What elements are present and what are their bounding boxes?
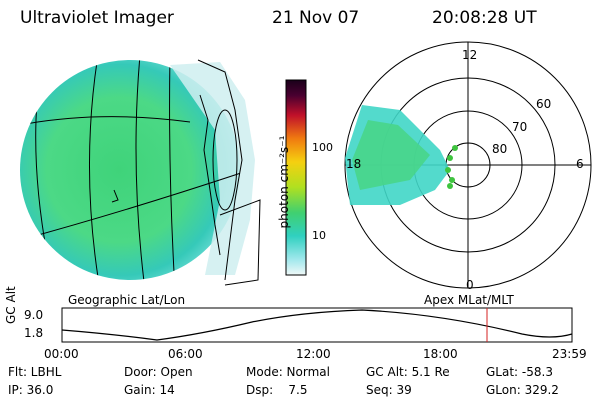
time-tick-0600: 06:00 bbox=[168, 347, 203, 361]
lat-line bbox=[20, 169, 240, 241]
mlt-label-12: 12 bbox=[462, 48, 478, 62]
glat-status: GLat: -58.3 bbox=[486, 365, 553, 379]
coastline bbox=[197, 59, 243, 281]
dsp-status: Dsp: 7.5 bbox=[246, 383, 308, 397]
time-label: 20:08:28 UT bbox=[432, 8, 537, 28]
coastline bbox=[212, 109, 238, 211]
time-tick-1200: 12:00 bbox=[296, 347, 331, 361]
time-tick-2359: 23:59 bbox=[552, 347, 587, 361]
lon-line bbox=[169, 60, 176, 280]
time-tick-1800: 18:00 bbox=[423, 347, 458, 361]
date-label: 21 Nov 07 bbox=[272, 8, 360, 28]
mode-status: Mode: Normal bbox=[246, 365, 330, 379]
time-tick-0000: 00:00 bbox=[44, 347, 79, 361]
gc-alt-status: GC Alt: 5.1 Re bbox=[366, 365, 450, 379]
coastline bbox=[111, 189, 119, 203]
filter-status: Flt: LBHL bbox=[8, 365, 62, 379]
alt-axis-label: GC Alt bbox=[4, 286, 18, 324]
glon-status: GLon: 329.2 bbox=[486, 383, 559, 397]
track-point bbox=[452, 145, 458, 151]
colorbar-tick-100: 100 bbox=[312, 141, 333, 154]
coastline bbox=[219, 199, 261, 286]
mlat-label-60: 60 bbox=[536, 97, 552, 111]
alt-tick-9: 9.0 bbox=[24, 308, 44, 322]
ip-status: IP: 36.0 bbox=[8, 383, 54, 397]
track-point bbox=[447, 183, 453, 189]
left-map-caption: Geographic Lat/Lon bbox=[68, 293, 186, 307]
colorbar bbox=[285, 79, 307, 276]
mlat-label-70: 70 bbox=[512, 120, 528, 134]
seq-status: Seq: 39 bbox=[366, 383, 412, 397]
right-map-caption: Apex MLat/MLT bbox=[424, 293, 514, 307]
dayglow-limb bbox=[170, 62, 255, 275]
track-point bbox=[445, 167, 451, 173]
geographic-map bbox=[20, 59, 261, 286]
lon-line bbox=[89, 60, 101, 280]
door-status: Door: Open bbox=[124, 365, 193, 379]
colorbar-unit-label: photon cm⁻²s⁻¹ bbox=[277, 135, 291, 229]
track-point bbox=[447, 155, 453, 161]
gain-status: Gain: 14 bbox=[124, 383, 175, 397]
colorbar-tick-10: 10 bbox=[312, 229, 326, 242]
altitude-strip bbox=[61, 307, 573, 343]
polar-plot bbox=[344, 41, 592, 289]
mlat-label-80: 80 bbox=[492, 142, 508, 156]
mlt-label-18: 18 bbox=[346, 157, 362, 171]
instrument-title: Ultraviolet Imager bbox=[20, 8, 174, 28]
lat-line bbox=[20, 116, 191, 126]
mlt-label-0: 0 bbox=[466, 278, 474, 292]
altitude-curve bbox=[61, 309, 573, 341]
lon-line bbox=[135, 60, 146, 280]
mlt-label-6: 6 bbox=[576, 157, 584, 171]
alt-tick-1.8: 1.8 bbox=[24, 326, 44, 340]
auroral-emission-core bbox=[352, 120, 430, 190]
coastline bbox=[199, 94, 221, 256]
track-point bbox=[449, 177, 455, 183]
